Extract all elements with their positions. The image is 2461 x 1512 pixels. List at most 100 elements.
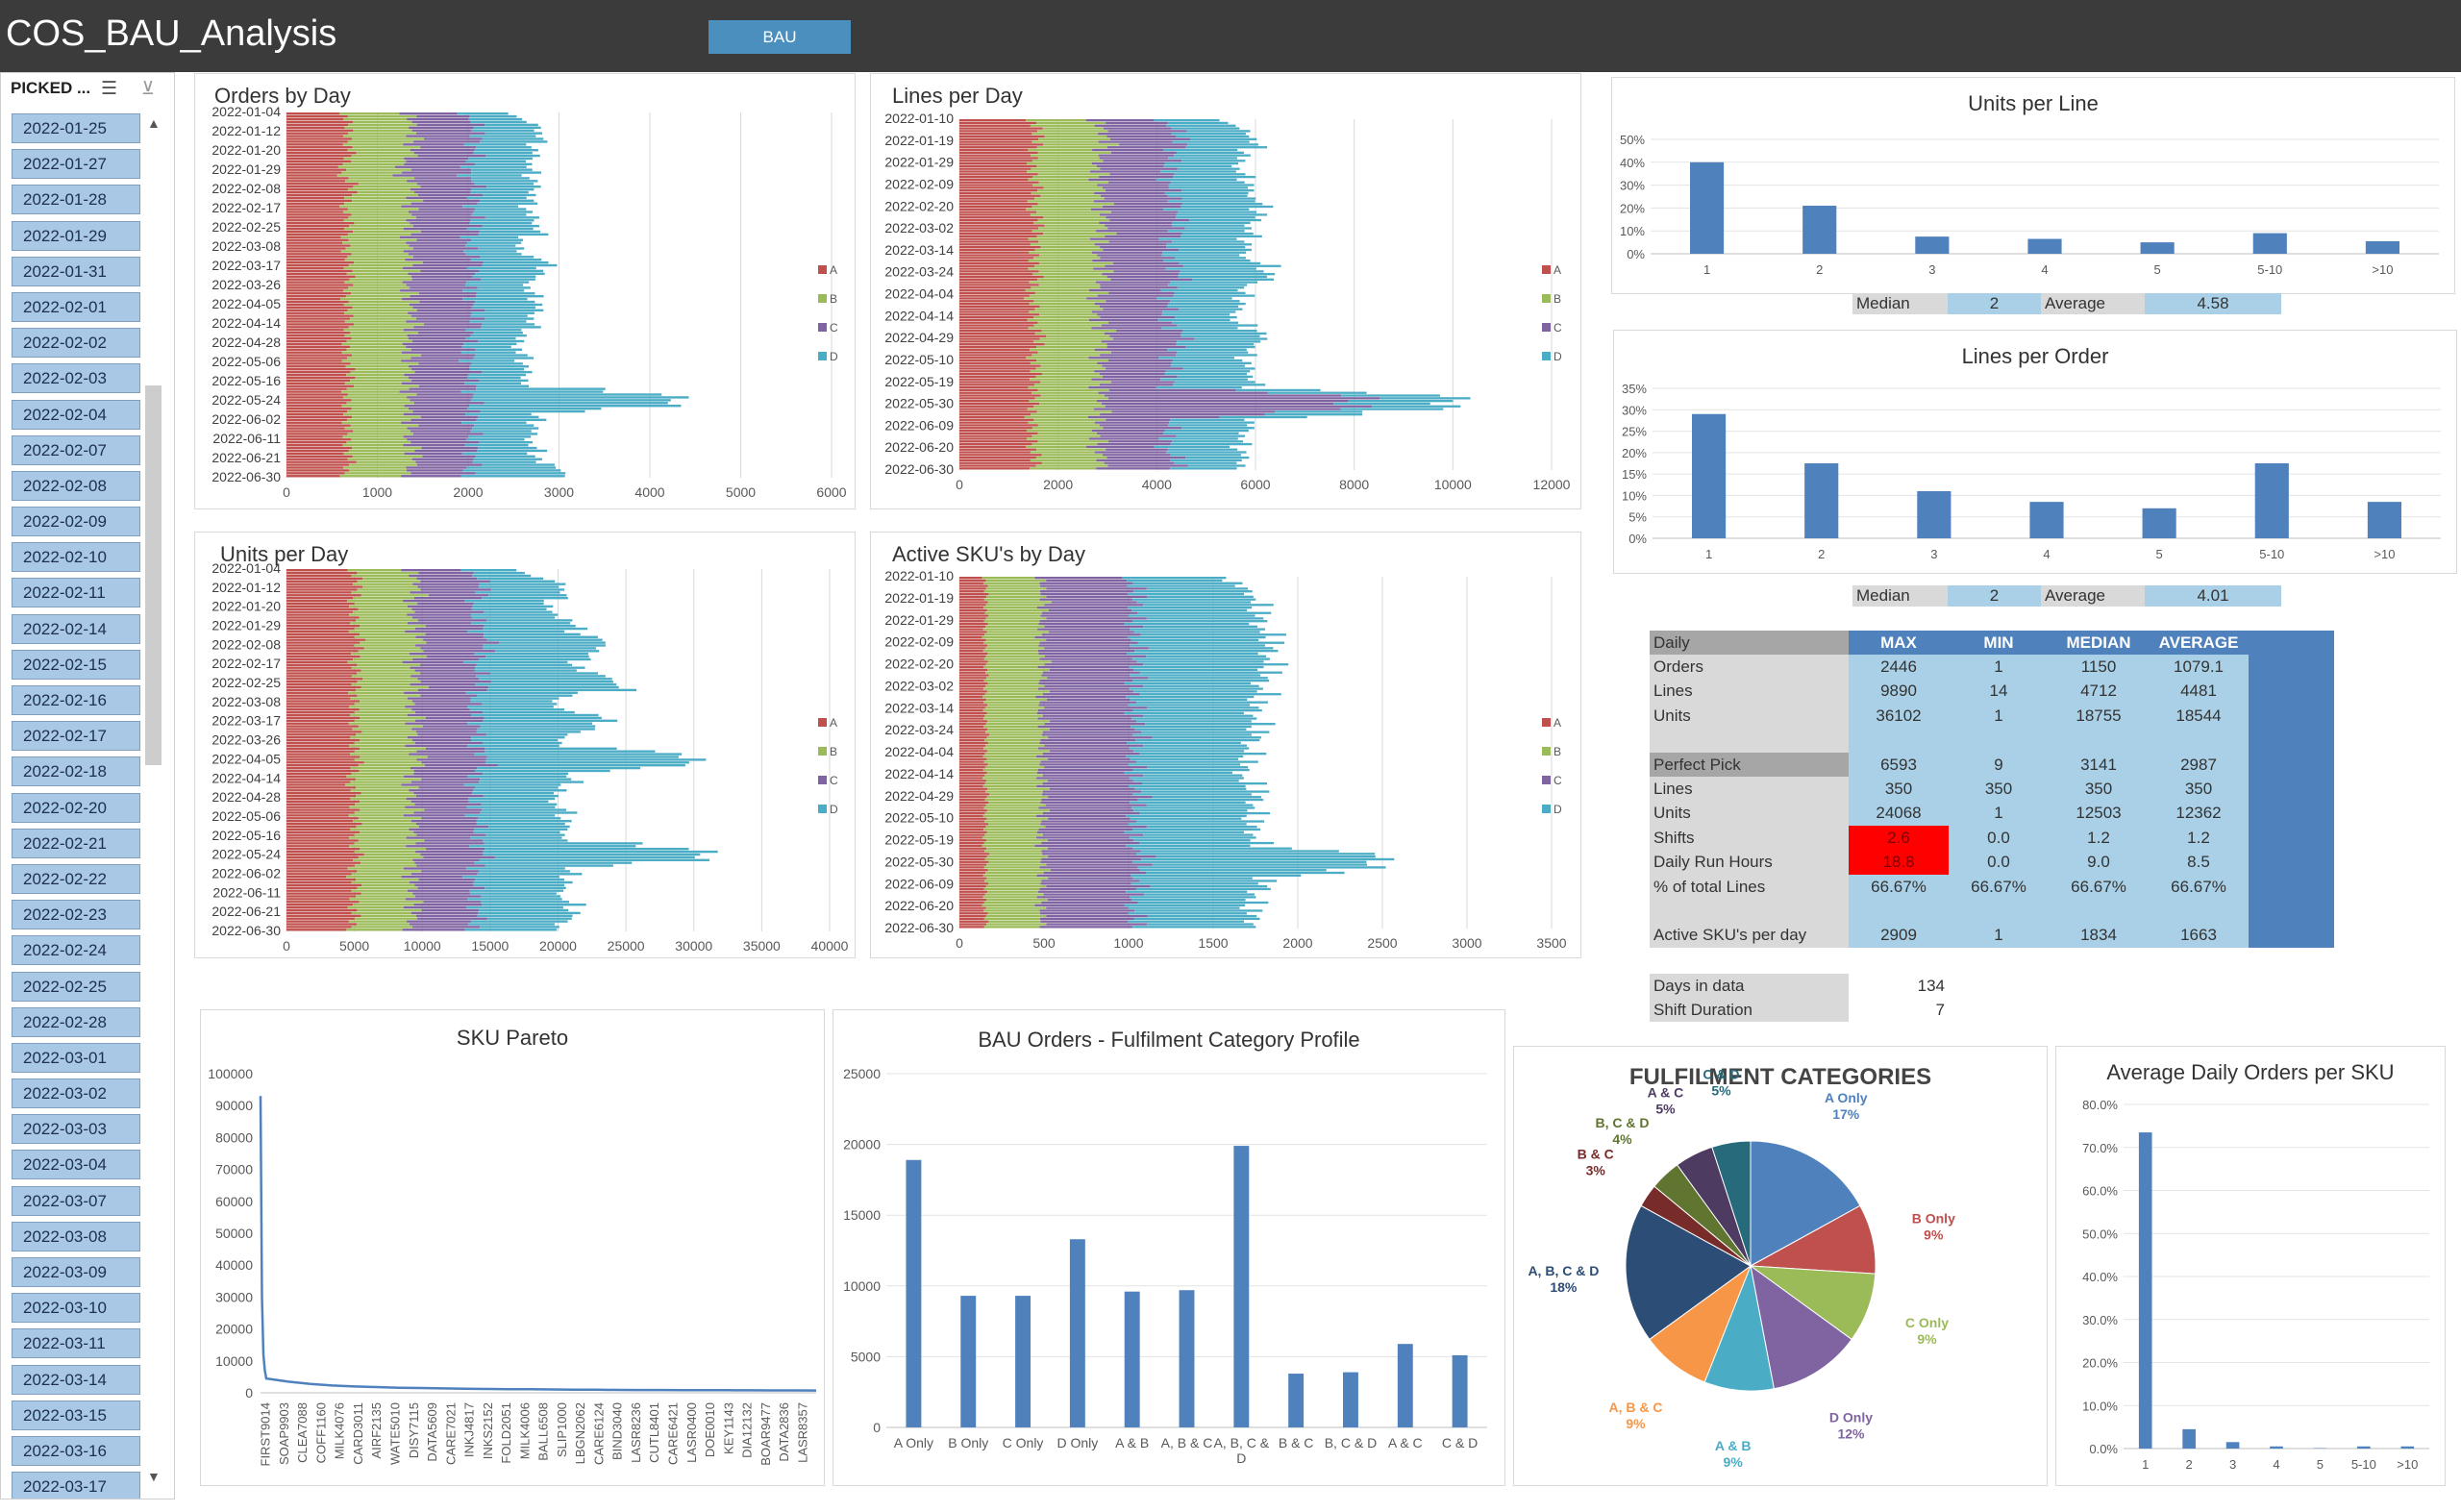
bar-segment <box>354 627 415 631</box>
y-tick-label: 2022-04-28 <box>211 335 281 350</box>
slicer-item[interactable]: 2022-03-07 <box>12 1185 140 1216</box>
clear-filter-icon[interactable]: ⊻ <box>141 79 155 99</box>
slicer-item[interactable]: 2022-02-16 <box>12 685 140 715</box>
slicer-item[interactable]: 2022-02-14 <box>12 613 140 644</box>
slicer-item[interactable]: 2022-02-28 <box>12 1006 140 1037</box>
fulfilment-profile-panel[interactable]: BAU Orders - Fulfilment Category Profile… <box>833 1009 1505 1486</box>
scroll-up-icon[interactable]: ▲ <box>147 115 161 131</box>
chart-title: Lines per Day <box>892 84 1023 108</box>
slicer-item[interactable]: 2022-02-25 <box>12 971 140 1002</box>
bar-segment <box>1040 738 1136 742</box>
bar-segment <box>485 848 689 851</box>
bar-segment <box>403 867 466 870</box>
slicer-item[interactable]: 2022-02-18 <box>12 756 140 787</box>
bar-segment <box>351 438 408 441</box>
slicer-item[interactable]: 2022-03-09 <box>12 1257 140 1287</box>
slicer-item[interactable]: 2022-02-09 <box>12 507 140 537</box>
bar-segment <box>286 345 351 349</box>
bar-segment <box>1139 841 1275 845</box>
bar-segment <box>472 605 554 608</box>
bar-segment <box>959 826 986 829</box>
bar-segment <box>410 675 477 678</box>
slicer-item[interactable]: 2022-03-14 <box>12 1364 140 1395</box>
bar-segment <box>1139 811 1271 815</box>
slicer-item[interactable]: 2022-02-24 <box>12 935 140 966</box>
bar-segment <box>350 244 410 247</box>
slicer-item[interactable]: 2022-03-02 <box>12 1078 140 1109</box>
bar-segment <box>1035 755 1127 758</box>
multi-select-icon[interactable]: ☰ <box>101 79 118 99</box>
picked-date-slicer[interactable]: PICKED ... ☰ ⊻ 2022-01-25 2022-01-27 2022-… <box>0 72 175 1500</box>
slicer-item[interactable]: 2022-03-08 <box>12 1221 140 1252</box>
lines-per-order-panel[interactable]: Lines per Order 0% 5% 10% 15% 20% 25% 30% 35% 1 2… <box>1613 330 2457 574</box>
bar-segment <box>1042 753 1140 756</box>
slicer-item[interactable]: 2022-02-22 <box>12 863 140 894</box>
bar-segment <box>959 668 988 672</box>
avg-daily-orders-panel[interactable]: Average Daily Orders per SKU 0.0% 10.0% 20… <box>2055 1046 2446 1486</box>
fulfilment-categories-panel[interactable]: FULFILMENT CATEGORIES A Only 17% B Only 9% C… <box>1513 1046 2048 1486</box>
bar-segment <box>959 432 1038 434</box>
slicer-item[interactable]: 2022-02-07 <box>12 434 140 465</box>
units-per-line-panel[interactable]: Units per Line 0% 10% 20% 30% 40% 50% 1 2 3 4 5 5-1… <box>1611 77 2455 294</box>
slicer-item[interactable]: 2022-02-15 <box>12 649 140 680</box>
slicer-item[interactable]: 2022-03-11 <box>12 1328 140 1359</box>
slicer-item[interactable]: 2022-03-16 <box>12 1435 140 1466</box>
slicer-item[interactable]: 2022-02-10 <box>12 542 140 573</box>
slicer-item[interactable]: 2022-01-28 <box>12 185 140 215</box>
slicer-item[interactable]: 2022-02-04 <box>12 399 140 430</box>
bar-segment <box>477 202 538 205</box>
slicer-item[interactable]: 2022-03-10 <box>12 1293 140 1324</box>
slice-label: A & C <box>1648 1084 1684 1100</box>
bar-segment <box>1132 768 1250 772</box>
scroll-down-icon[interactable]: ▼ <box>147 1469 161 1484</box>
lines-per-day-panel[interactable]: Lines per Day 0 2000 4000 6000 8000 10000 1200… <box>870 73 1581 509</box>
bar-segment <box>286 244 351 247</box>
slicer-item[interactable]: 2022-03-03 <box>12 1114 140 1145</box>
bar-segment <box>959 714 985 717</box>
slicer-item[interactable]: 2022-02-21 <box>12 828 140 858</box>
bar-segment <box>286 808 360 811</box>
slicer-item[interactable]: 2022-02-02 <box>12 328 140 359</box>
slicer-item[interactable]: 2022-02-11 <box>12 578 140 608</box>
slicer-item[interactable]: 2022-01-25 <box>12 113 140 143</box>
bar-segment <box>286 222 355 225</box>
bar-segment <box>1107 130 1187 133</box>
bar-segment <box>349 463 417 466</box>
slicer-scrollbar[interactable] <box>145 385 162 765</box>
bar-segment <box>1143 684 1259 687</box>
slicer-item[interactable]: 2022-01-27 <box>12 149 140 180</box>
slicer-item[interactable]: 2022-03-04 <box>12 1150 140 1180</box>
bar-segment <box>343 157 405 161</box>
slicer-item[interactable]: 2022-02-01 <box>12 291 140 322</box>
bau-button[interactable]: BAU <box>708 20 851 54</box>
lines-per-day-chart: 0 2000 4000 6000 8000 10000 120002022-01-10202… <box>884 111 1570 492</box>
slicer-item[interactable]: 2022-01-29 <box>12 220 140 251</box>
orders-by-day-panel[interactable]: Orders by Day 0 1000 2000 3000 4000 5000 6000 2… <box>194 73 856 509</box>
bar-segment <box>983 582 1040 584</box>
bar-segment <box>286 650 359 653</box>
bar-segment <box>343 227 404 231</box>
bar-segment <box>1173 294 1255 297</box>
bar-segment <box>1169 421 1255 424</box>
units-per-day-panel[interactable]: Units per Day 0 5000 10000 15000 20000 25000 3… <box>194 532 856 958</box>
bar-segment <box>348 836 407 839</box>
bar-segment <box>1027 408 1094 410</box>
slicer-item[interactable]: 2022-03-17 <box>12 1472 140 1499</box>
bar-segment <box>959 801 989 804</box>
bar-segment <box>1128 920 1244 923</box>
slicer-item[interactable]: 2022-02-23 <box>12 900 140 930</box>
bar-segment <box>409 303 474 307</box>
slicer-item[interactable]: 2022-01-31 <box>12 256 140 286</box>
bar-segment <box>420 186 487 188</box>
sku-pareto-panel[interactable]: SKU Pareto 0 10000 20000 30000 40000 50000 600… <box>200 1009 825 1486</box>
slicer-item[interactable]: 2022-03-01 <box>12 1042 140 1073</box>
slicer-item[interactable]: 2022-02-03 <box>12 363 140 394</box>
bar-segment <box>411 708 470 711</box>
bar-segment <box>983 747 1038 750</box>
slicer-item[interactable]: 2022-02-20 <box>12 792 140 823</box>
slicer-item[interactable]: 2022-02-17 <box>12 721 140 752</box>
active-skus-by-day-panel[interactable]: Active SKU's by Day 0 500 1000 1500 2000 2500… <box>870 532 1581 958</box>
slice-percent: 9% <box>1724 1454 1744 1470</box>
slicer-item[interactable]: 2022-02-08 <box>12 470 140 501</box>
slicer-item[interactable]: 2022-03-15 <box>12 1400 140 1430</box>
